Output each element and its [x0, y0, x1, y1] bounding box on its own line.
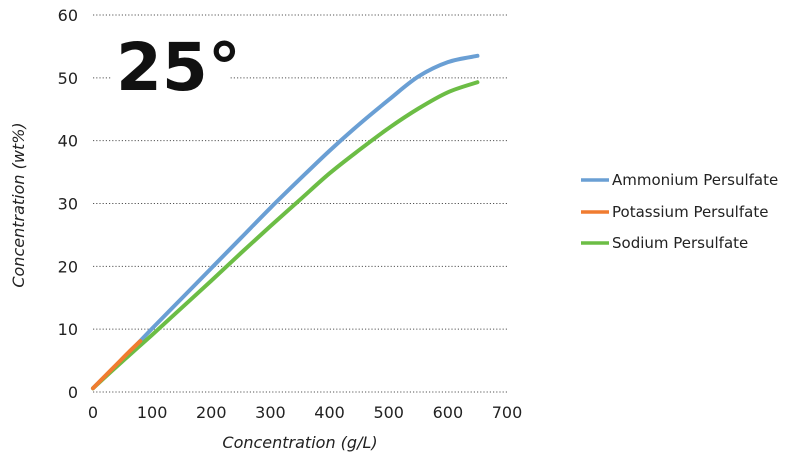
series-line-sodium-persulfate — [91, 80, 480, 391]
x-tick-label-0: 0 — [88, 403, 98, 422]
x-tick-label-600: 600 — [433, 403, 464, 422]
y-tick-label-30: 30 — [58, 195, 78, 214]
y-tick-label-60: 60 — [58, 6, 78, 25]
y-axis-ticks: 0 10 20 30 40 50 60 — [58, 6, 78, 402]
x-tick-label-400: 400 — [314, 403, 345, 422]
y-tick-label-0: 0 — [68, 383, 78, 402]
x-axis-ticks: 0 100 200 300 400 500 600 700 — [88, 403, 522, 422]
legend-label-potassium-persulfate: Potassium Persulfate — [612, 203, 768, 221]
y-tick-label-40: 40 — [58, 132, 78, 151]
y-tick-label-10: 10 — [58, 320, 78, 339]
series-lines — [91, 53, 480, 391]
x-tick-label-300: 300 — [255, 403, 286, 422]
x-tick-label-200: 200 — [196, 403, 227, 422]
annotation-background — [112, 33, 230, 97]
x-tick-label-700: 700 — [492, 403, 523, 422]
y-axis-title: Concentration (wt%) — [9, 122, 28, 287]
y-tick-label-50: 50 — [58, 69, 78, 88]
series-line-potassium-persulfate — [91, 339, 143, 391]
legend-label-ammonium-persulfate: Ammonium Persulfate — [612, 171, 778, 189]
y-tick-label-20: 20 — [58, 257, 78, 276]
legend: Ammonium Persulfate Potassium Persulfate S… — [581, 171, 778, 252]
temperature-annotation: 25° — [116, 29, 241, 106]
series-line-ammonium-persulfate — [91, 53, 480, 391]
x-axis-title: Concentration (g/L) — [222, 433, 377, 452]
legend-label-sodium-persulfate: Sodium Persulfate — [612, 234, 748, 252]
x-tick-label-100: 100 — [137, 403, 168, 422]
x-tick-label-500: 500 — [373, 403, 404, 422]
